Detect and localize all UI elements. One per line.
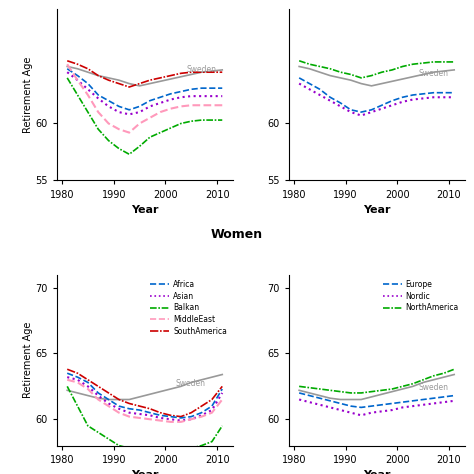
Text: Sweden: Sweden (176, 379, 206, 388)
X-axis label: Year: Year (363, 470, 391, 474)
X-axis label: Year: Year (131, 205, 158, 215)
Legend: Europe, Nordic, NorthAmerica: Europe, Nordic, NorthAmerica (383, 280, 459, 312)
X-axis label: Year: Year (131, 470, 158, 474)
Text: Sweden: Sweden (418, 383, 448, 392)
Y-axis label: Retirement Age: Retirement Age (23, 322, 33, 398)
Text: Women: Women (211, 228, 263, 241)
X-axis label: Year: Year (363, 205, 391, 215)
Legend: Africa, Asian, Balkan, MiddleEast, SouthAmerica: Africa, Asian, Balkan, MiddleEast, South… (150, 280, 227, 336)
Y-axis label: Retirement Age: Retirement Age (23, 57, 33, 133)
Text: Sweden: Sweden (186, 64, 216, 73)
Text: Sweden: Sweden (418, 69, 448, 78)
